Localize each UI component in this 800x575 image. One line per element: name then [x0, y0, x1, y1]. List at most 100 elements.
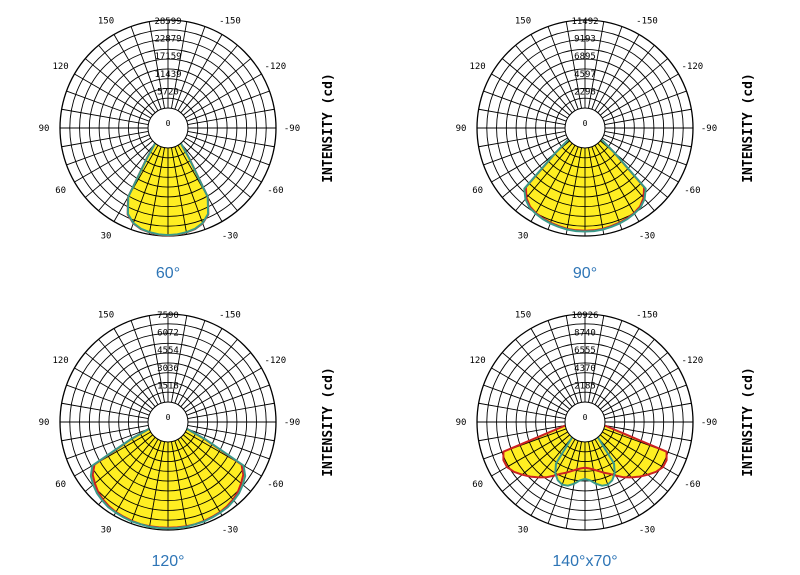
grid-spoke — [74, 431, 151, 477]
grid-spoke — [604, 108, 692, 125]
ring-value-label: 6895 — [574, 52, 596, 62]
grid-spoke — [180, 338, 238, 407]
grid-spoke — [148, 147, 165, 235]
ring-value-label: 5720 — [157, 87, 179, 97]
grid-spoke — [597, 338, 655, 407]
ring-value-label: 8740 — [574, 329, 596, 339]
ring-value-label: 10926 — [571, 311, 598, 321]
grid-spoke — [61, 402, 149, 419]
series-2-curve — [126, 142, 210, 237]
angle-tick-label: 120 — [469, 356, 485, 366]
grid-spoke — [113, 328, 159, 405]
intensity-axis-label: INTENSITY (cd) — [321, 73, 336, 183]
polar-chart-3: 0 1518 3036 4554 6072 7590 -150 150 -120 120 -90 90… — [39, 311, 336, 570]
angle-tick-label: -30 — [222, 231, 238, 241]
beam-angle-caption: 120° — [151, 553, 184, 570]
grid-spoke — [130, 440, 162, 524]
ring-value-label: 2185 — [574, 381, 596, 391]
grid-spoke — [74, 73, 151, 119]
grid-spoke — [98, 44, 156, 113]
grid-spoke — [174, 320, 206, 404]
grid-spoke — [148, 21, 165, 109]
grid-spoke — [591, 146, 623, 230]
angle-tick-label: -60 — [684, 186, 700, 196]
grid-spoke — [600, 434, 669, 492]
grid-spoke — [491, 137, 568, 183]
grid-spoke — [515, 338, 573, 407]
ring-value-label: 17159 — [154, 52, 181, 62]
ring-value-label: 11439 — [154, 70, 181, 80]
grid-spoke — [483, 428, 567, 460]
ring-value-label: 2298 — [574, 87, 596, 97]
ring-value-label: 22879 — [154, 35, 181, 45]
grid-spoke — [478, 108, 566, 125]
intensity-axis-label: INTENSITY (cd) — [321, 367, 336, 477]
angle-tick-label: 150 — [515, 17, 531, 27]
grid-spoke — [604, 425, 692, 442]
grid-spoke — [84, 434, 153, 492]
grid-spoke — [187, 402, 275, 419]
angle-tick-label: -30 — [639, 231, 655, 241]
angle-tick-label: 60 — [55, 480, 66, 490]
series-2-curve — [523, 138, 647, 233]
angle-tick-label: 120 — [52, 356, 68, 366]
grid-spoke — [591, 440, 623, 524]
grid-spoke — [74, 137, 151, 183]
grid-spoke — [530, 34, 576, 111]
grid-spoke — [565, 315, 582, 403]
angle-tick-label: 120 — [469, 62, 485, 72]
grid-spoke — [591, 26, 623, 110]
grid-spoke — [185, 431, 262, 477]
ring-value-label: 4370 — [574, 364, 596, 374]
grid-spoke — [483, 90, 567, 122]
grid-spoke — [183, 140, 252, 198]
grid-spoke — [174, 146, 206, 230]
grid-spoke — [604, 131, 692, 148]
intensity-axis-label: INTENSITY (cd) — [741, 73, 756, 183]
grid-spoke — [183, 58, 252, 116]
grid-spoke — [177, 328, 223, 405]
series-2-curve — [89, 427, 247, 530]
grid-spoke — [603, 90, 687, 122]
polar-chart-4: 0 2185 4370 6555 8740 10926 -150 150 -120 120 -90 9… — [456, 311, 756, 570]
grid-spoke — [530, 328, 576, 405]
grid-spoke — [478, 425, 566, 442]
angle-tick-label: 150 — [98, 17, 114, 27]
grid-spoke — [74, 367, 151, 413]
grid-spoke — [148, 441, 165, 529]
angle-tick-label: -90 — [701, 124, 717, 134]
grid-spoke — [84, 140, 153, 198]
grid-spoke — [84, 352, 153, 410]
angle-tick-label: 30 — [101, 231, 112, 241]
grid-spoke — [602, 73, 679, 119]
grid-spoke — [483, 384, 567, 416]
center-hole — [564, 107, 606, 149]
grid-spoke — [547, 440, 579, 524]
grid-spoke — [171, 147, 188, 235]
grid-spoke — [180, 44, 238, 113]
grid-spoke — [588, 315, 605, 403]
grid-spoke — [177, 439, 223, 516]
grid-spoke — [98, 143, 156, 212]
grid-spoke — [148, 315, 165, 403]
angle-tick-label: 60 — [472, 480, 483, 490]
grid-spoke — [183, 352, 252, 410]
grid-spoke — [594, 328, 640, 405]
ring-value-label: 6072 — [157, 329, 179, 339]
grid-spoke — [185, 367, 262, 413]
grid-spoke — [180, 437, 238, 506]
grid-spoke — [174, 26, 206, 110]
grid-spoke — [187, 108, 275, 125]
grid-spoke — [183, 434, 252, 492]
grid-spoke — [66, 90, 150, 122]
polar-chart-2: 0 2298 4597 6895 9193 11492 -150 150 -120 120 -90 9… — [456, 17, 756, 282]
grid-spoke — [478, 131, 566, 148]
grid-spoke — [594, 34, 640, 111]
grid-spoke — [171, 441, 188, 529]
ring-value-label: 6555 — [574, 346, 596, 356]
grid-spoke — [603, 428, 687, 460]
center-label: 0 — [166, 413, 171, 422]
angle-tick-label: 30 — [518, 525, 529, 535]
grid-spoke — [61, 131, 149, 148]
